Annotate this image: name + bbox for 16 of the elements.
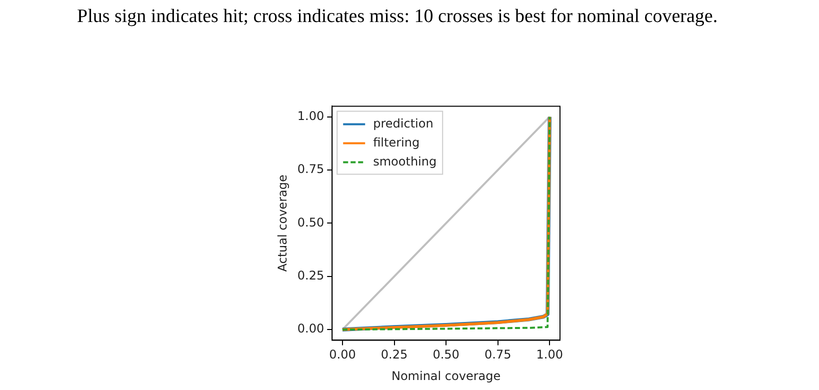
text: Plus sign indicates hit; cross indicates miss: 10 crosses is best for nominal coverage. [77, 6, 718, 28]
x-axis-title: Nominal coverage [391, 368, 501, 383]
y-tick-label: 0.00 [297, 322, 324, 336]
legend-label: prediction [373, 116, 434, 130]
y-tick-label: 0.75 [297, 162, 324, 176]
x-tick-label: 0.25 [380, 348, 408, 362]
x-tick-label: 0.00 [329, 348, 356, 362]
y-tick-label: 1.00 [297, 108, 324, 123]
x-tick-label: 1.00 [536, 348, 563, 362]
x-tick-label: 0.75 [484, 348, 512, 362]
x-tick-label: 0.50 [432, 348, 460, 362]
y-tick-label: 0.25 [297, 268, 324, 283]
y-tick-label: 0.50 [297, 215, 324, 230]
legend-label: filtering [373, 135, 420, 150]
legend-label: smoothing [373, 154, 437, 168]
y-axis-title: Actual coverage [275, 174, 290, 272]
